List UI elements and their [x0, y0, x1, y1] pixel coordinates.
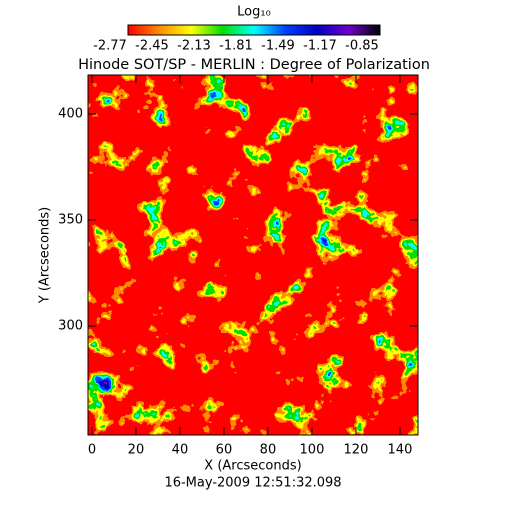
y-tick-label: 300 [58, 319, 83, 334]
x-tick-label: 20 [128, 443, 145, 458]
colorbar-label: Log₁₀ [237, 5, 271, 20]
colorbar-tick-label: -2.77 [93, 39, 127, 54]
colorbar-tick-label: -1.49 [261, 39, 295, 54]
x-axis-label: X (Arcseconds) [204, 459, 301, 474]
x-tick-label: 60 [216, 443, 233, 458]
x-tick-label: 140 [388, 443, 413, 458]
y-axis-label: Y (Arcseconds) [38, 207, 53, 304]
y-tick-label: 400 [58, 107, 83, 122]
colorbar-tick-label: -2.13 [177, 39, 211, 54]
chart-title: Hinode SOT/SP - MERLIN : Degree of Polar… [78, 57, 430, 73]
y-tick-label: 350 [58, 213, 83, 228]
plot-frame [87, 74, 419, 436]
colorbar-tick-label: -2.45 [135, 39, 169, 54]
x-tick-label: 100 [300, 443, 325, 458]
x-tick-label: 80 [260, 443, 277, 458]
date-label: 16-May-2009 12:51:32.098 [164, 476, 341, 491]
colorbar-tick-label: -1.81 [219, 39, 253, 54]
x-tick-label: 0 [88, 443, 96, 458]
colorbar-tick-label: -1.17 [303, 39, 337, 54]
x-tick-label: 120 [344, 443, 369, 458]
x-tick-label: 40 [172, 443, 189, 458]
colorbar [127, 24, 381, 36]
polarization-image [88, 75, 418, 435]
colorbar-tick-label: -0.85 [345, 39, 379, 54]
